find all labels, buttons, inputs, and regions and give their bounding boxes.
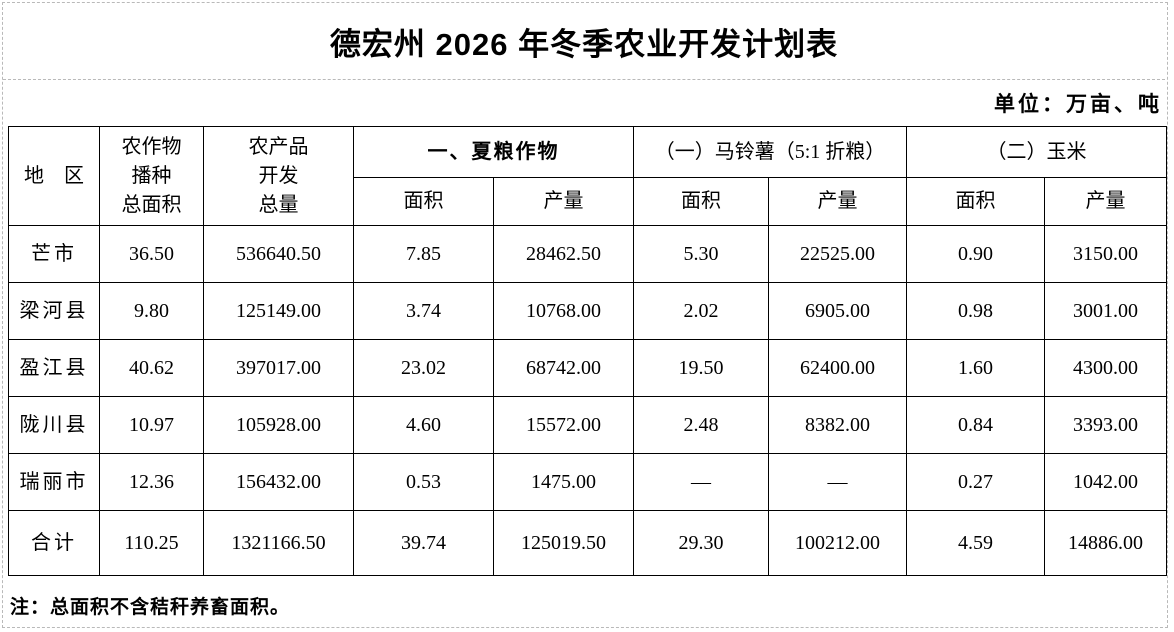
value-cell: 10768.00	[493, 282, 634, 340]
header-group-potato: （一）马铃薯（5:1 折粮）	[633, 126, 907, 178]
value-cell: —	[633, 453, 769, 511]
table-row-ruili: 瑞丽市 12.36 156432.00 0.53 1475.00 — — 0.2…	[8, 453, 1167, 511]
unit-label: 单位：万亩、吨	[994, 92, 1162, 116]
value-cell: 3393.00	[1044, 396, 1167, 454]
value-cell: 110.25	[99, 510, 204, 576]
header-corn-area: 面积	[906, 177, 1045, 226]
value-cell: 9.80	[99, 282, 204, 340]
page-title: 德宏州 2026 年冬季农业开发计划表	[329, 26, 839, 62]
value-cell: 125019.50	[493, 510, 634, 576]
value-cell: 125149.00	[203, 282, 354, 340]
region-cell: 陇川县	[8, 396, 100, 454]
value-cell: 7.85	[353, 225, 494, 283]
value-cell: 1.60	[906, 339, 1045, 397]
region-cell: 合计	[8, 510, 100, 576]
value-cell: 105928.00	[203, 396, 354, 454]
table-row-lianghe: 梁河县 9.80 125149.00 3.74 10768.00 2.02 69…	[8, 282, 1167, 340]
value-cell: 28462.50	[493, 225, 634, 283]
value-cell: 0.53	[353, 453, 494, 511]
header-group-corn: （二）玉米	[906, 126, 1167, 178]
value-cell: 15572.00	[493, 396, 634, 454]
header-product-dev-total: 农产品 开发 总量	[203, 126, 354, 226]
header-crop-sown-total-area: 农作物 播种 总面积	[99, 126, 204, 226]
region-cell: 盈江县	[8, 339, 100, 397]
header-potato-output: 产量	[768, 177, 907, 226]
value-cell: 0.98	[906, 282, 1045, 340]
value-cell: 1475.00	[493, 453, 634, 511]
header-region: 地 区	[8, 126, 100, 226]
value-cell: 4.59	[906, 510, 1045, 576]
value-cell: 22525.00	[768, 225, 907, 283]
value-cell: 1321166.50	[203, 510, 354, 576]
value-cell: 2.02	[633, 282, 769, 340]
header-group-summer-grain: 一、夏粮作物	[353, 126, 634, 178]
value-cell: 29.30	[633, 510, 769, 576]
value-cell: 10.97	[99, 396, 204, 454]
value-cell: 40.62	[99, 339, 204, 397]
value-cell: 1042.00	[1044, 453, 1167, 511]
value-cell: 100212.00	[768, 510, 907, 576]
table-row-yingjiang: 盈江县 40.62 397017.00 23.02 68742.00 19.50…	[8, 339, 1167, 397]
value-cell: 3150.00	[1044, 225, 1167, 283]
value-cell: 0.90	[906, 225, 1045, 283]
value-cell: 23.02	[353, 339, 494, 397]
value-cell: 536640.50	[203, 225, 354, 283]
region-cell: 芒市	[8, 225, 100, 283]
value-cell: 39.74	[353, 510, 494, 576]
title-block: 德宏州 2026 年冬季农业开发计划表	[3, 3, 1165, 80]
value-cell: 36.50	[99, 225, 204, 283]
value-cell: 4.60	[353, 396, 494, 454]
value-cell: 156432.00	[203, 453, 354, 511]
value-cell: 2.48	[633, 396, 769, 454]
value-cell: 0.84	[906, 396, 1045, 454]
value-cell: 68742.00	[493, 339, 634, 397]
header-summer-output: 产量	[493, 177, 634, 226]
value-cell: 6905.00	[768, 282, 907, 340]
value-cell: —	[768, 453, 907, 511]
value-cell: 3001.00	[1044, 282, 1167, 340]
value-cell: 4300.00	[1044, 339, 1167, 397]
table-row-total: 合计 110.25 1321166.50 39.74 125019.50 29.…	[8, 510, 1167, 576]
header-summer-area: 面积	[353, 177, 494, 226]
plan-table: 地 区 农作物 播种 总面积 农产品 开发 总量 一、夏粮作物 （一）马铃薯（5…	[8, 126, 1167, 576]
value-cell: 397017.00	[203, 339, 354, 397]
value-cell: 19.50	[633, 339, 769, 397]
value-cell: 0.27	[906, 453, 1045, 511]
region-cell: 梁河县	[8, 282, 100, 340]
table-row-longchuan: 陇川县 10.97 105928.00 4.60 15572.00 2.48 8…	[8, 396, 1167, 454]
table-row-mangshi: 芒市 36.50 536640.50 7.85 28462.50 5.30 22…	[8, 225, 1167, 283]
header-potato-area: 面积	[633, 177, 769, 226]
value-cell: 12.36	[99, 453, 204, 511]
value-cell: 62400.00	[768, 339, 907, 397]
value-cell: 8382.00	[768, 396, 907, 454]
value-cell: 14886.00	[1044, 510, 1167, 576]
value-cell: 3.74	[353, 282, 494, 340]
value-cell: 5.30	[633, 225, 769, 283]
header-corn-output: 产量	[1044, 177, 1167, 226]
footnote: 注：总面积不含秸秆养畜面积。	[10, 597, 291, 618]
region-cell: 瑞丽市	[8, 453, 100, 511]
